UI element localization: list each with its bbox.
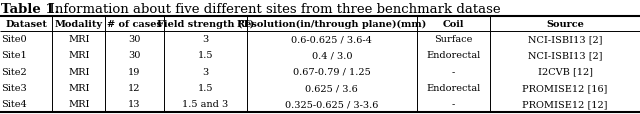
Text: 0.6-0.625 / 3.6-4: 0.6-0.625 / 3.6-4 [291, 35, 372, 44]
Text: 0.67-0.79 / 1.25: 0.67-0.79 / 1.25 [293, 67, 371, 76]
Text: Source: Source [546, 20, 584, 28]
Text: Field strength (T): Field strength (T) [157, 19, 254, 29]
Text: Information about five different sites from three benchmark datase: Information about five different sites f… [41, 3, 500, 16]
Text: 12: 12 [128, 83, 141, 92]
Text: NCI-ISBI13 [2]: NCI-ISBI13 [2] [528, 51, 602, 60]
Text: -: - [452, 100, 455, 108]
Text: 30: 30 [128, 51, 141, 60]
Text: MRI: MRI [68, 35, 90, 44]
Text: Endorectal: Endorectal [426, 51, 481, 60]
Text: 3: 3 [202, 35, 209, 44]
Text: Resolution(in/through plane)(mm): Resolution(in/through plane)(mm) [237, 19, 426, 29]
Text: Site2: Site2 [1, 67, 27, 76]
Text: Site1: Site1 [1, 51, 27, 60]
Text: PROMISE12 [12]: PROMISE12 [12] [522, 100, 608, 108]
Text: 3: 3 [202, 67, 209, 76]
Text: MRI: MRI [68, 83, 90, 92]
Text: I2CVB [12]: I2CVB [12] [538, 67, 593, 76]
Text: MRI: MRI [68, 100, 90, 108]
Text: 1.5: 1.5 [198, 83, 213, 92]
Text: Endorectal: Endorectal [426, 83, 481, 92]
Text: Dataset: Dataset [5, 20, 47, 28]
Text: 0.4 / 3.0: 0.4 / 3.0 [312, 51, 352, 60]
Text: 0.325-0.625 / 3-3.6: 0.325-0.625 / 3-3.6 [285, 100, 378, 108]
Text: Coil: Coil [443, 20, 464, 28]
Text: MRI: MRI [68, 51, 90, 60]
Text: Site3: Site3 [1, 83, 27, 92]
Text: 13: 13 [128, 100, 141, 108]
Text: -: - [452, 67, 455, 76]
Text: 1.5: 1.5 [198, 51, 213, 60]
Text: NCI-ISBI13 [2]: NCI-ISBI13 [2] [528, 35, 602, 44]
Text: Site4: Site4 [1, 100, 27, 108]
Text: Modality: Modality [55, 20, 103, 28]
Text: 0.625 / 3.6: 0.625 / 3.6 [305, 83, 358, 92]
Text: # of cases: # of cases [107, 20, 162, 28]
Text: Table 1.: Table 1. [1, 3, 60, 16]
Text: PROMISE12 [16]: PROMISE12 [16] [522, 83, 608, 92]
Text: MRI: MRI [68, 67, 90, 76]
Text: 30: 30 [128, 35, 141, 44]
Text: 19: 19 [128, 67, 141, 76]
Text: Site0: Site0 [1, 35, 27, 44]
Text: 1.5 and 3: 1.5 and 3 [182, 100, 228, 108]
Text: Surface: Surface [435, 35, 472, 44]
